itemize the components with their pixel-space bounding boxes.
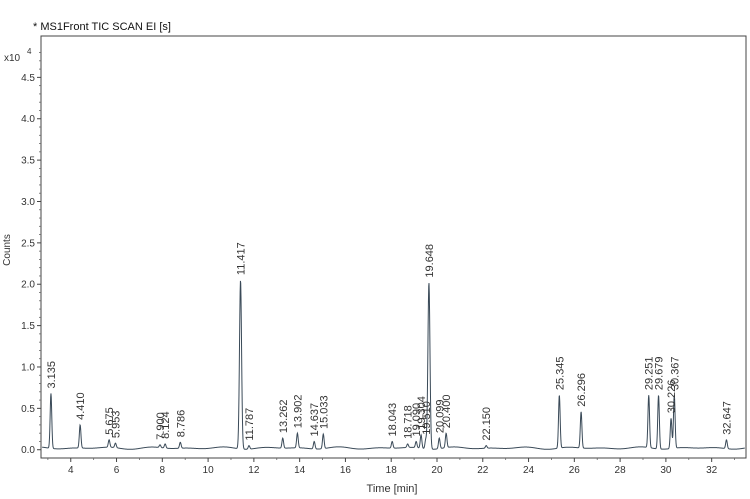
peak-label: 20.099: [434, 399, 446, 433]
tic-trace-line: [42, 280, 745, 450]
peak-label: 3.135: [46, 361, 58, 389]
peak-label: 18.718: [403, 405, 415, 439]
x-axis-label: Time [min]: [367, 483, 418, 495]
peak-label: 25.345: [554, 356, 566, 390]
peak-label: 15.033: [318, 395, 330, 429]
x-tick-label: 4: [68, 465, 74, 476]
y-multiplier-exponent: 4: [27, 47, 32, 56]
peak-label: 32.647: [722, 401, 734, 435]
y-tick-label: 3.5: [21, 156, 35, 167]
x-tick-label: 10: [203, 465, 215, 476]
x-tick-label: 12: [248, 465, 260, 476]
peak-label: 13.262: [278, 399, 290, 433]
peak-label: 5.675: [104, 407, 116, 435]
axes: [40, 35, 747, 459]
peak-label: 19.648: [424, 244, 436, 278]
x-tick-label: 22: [477, 465, 489, 476]
y-multiplier-label: x10: [4, 53, 21, 64]
x-tick-label: 16: [340, 465, 352, 476]
x-tick-label: 28: [615, 465, 627, 476]
peak-label: 8.786: [175, 410, 187, 438]
y-axis-label: Counts: [2, 234, 13, 266]
x-tick-label: 14: [294, 465, 306, 476]
x-tick-label: 30: [660, 465, 672, 476]
y-tick-label: 3.0: [21, 197, 35, 208]
y-tick-label: 4.5: [21, 73, 35, 84]
peak-label: 8.124: [160, 411, 172, 439]
peak-label: 14.637: [309, 403, 321, 437]
chart-title: * MS1Front TIC SCAN EI [s]: [33, 21, 171, 33]
tick-marks: 0.0 0.5 1.0 1.5 2.0 2.5 3.0 3.5 4.0 4.5 4 6 8 10 12 14 1…: [21, 52, 735, 476]
peak-label: 22.150: [481, 407, 493, 441]
peak-label: 29.679: [654, 356, 666, 390]
x-tick-label: 26: [569, 465, 581, 476]
y-tick-label: 1.0: [21, 362, 35, 373]
peak-label: 20.400: [441, 395, 453, 429]
y-tick-label: 4.0: [21, 114, 35, 125]
peak-label: 30.367: [669, 356, 681, 390]
peak-label: 19.090: [411, 403, 423, 437]
x-tick-label: 20: [431, 465, 443, 476]
x-tick-label: 24: [523, 465, 535, 476]
x-tick-label: 32: [706, 465, 718, 476]
peak-label: 19.510: [421, 401, 433, 435]
peak-label: 11.787: [244, 408, 256, 441]
x-tick-label: 8: [160, 465, 166, 476]
y-tick-label: 0.0: [21, 445, 35, 456]
peak-label: 11.417: [236, 242, 248, 275]
y-tick-label: 2.0: [21, 280, 35, 291]
peak-label: 18.043: [387, 403, 399, 437]
peak-label: 29.251: [644, 356, 656, 390]
peak-label: 30.226: [666, 380, 678, 414]
y-tick-label: 1.5: [21, 321, 35, 332]
x-tick-label: 6: [114, 465, 120, 476]
y-tick-label: 2.5: [21, 238, 35, 249]
plot-frame: [40, 35, 747, 459]
x-tick-label: 18: [386, 465, 398, 476]
peak-label: 13.902: [292, 395, 304, 429]
peak-label: 7.900: [155, 412, 167, 440]
peak-label: 5.953: [111, 411, 123, 439]
peak-label: 4.410: [75, 392, 87, 420]
y-tick-label: 0.5: [21, 404, 35, 415]
peak-label: 26.296: [576, 373, 588, 407]
peak-label: 19.304: [416, 396, 428, 430]
